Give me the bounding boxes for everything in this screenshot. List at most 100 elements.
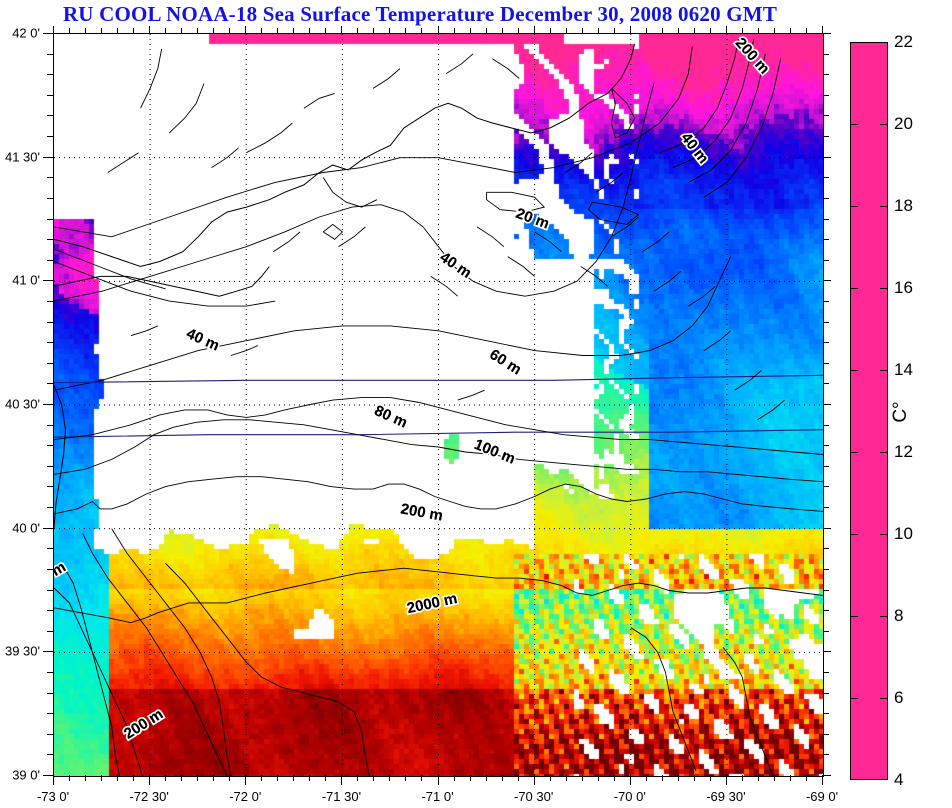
y-minor-tick [47,300,53,302]
colorbar[interactable] [850,42,888,780]
x-minor-tick-top [389,28,391,34]
shelf-texture-line [492,58,520,79]
y-minor-tick-right [823,136,829,138]
svg-text:200 m: 200 m [732,34,773,77]
x-minor-tick [261,775,263,781]
y-minor-tick [47,548,53,550]
y-minor-tick [47,177,53,179]
x-minor-tick-top [85,28,87,34]
isobath-40m-main [54,83,655,302]
colorbar-tick-label: 14 [894,360,913,379]
y-minor-tick-right [823,568,829,570]
svg-text:100 m: 100 m [472,436,518,468]
y-minor-tick [47,568,53,570]
x-minor-tick-top [181,28,183,34]
colorbar-tick [880,616,888,617]
colorbar-tick-label: 12 [894,442,913,461]
x-minor-tick [213,775,215,781]
y-major-tick [43,775,53,776]
y-minor-tick [47,424,53,426]
y-minor-tick-right [823,342,829,344]
y-major-tick-right [823,775,831,776]
colorbar-gradient [851,43,887,779]
x-minor-tick-top [325,28,327,34]
x-minor-tick-top [101,28,103,34]
x-minor-tick [773,775,775,781]
shelf-texture-line [130,325,158,337]
x-minor-tick-top [405,28,407,34]
shelf-texture-line [445,53,474,74]
y-minor-tick-right [823,115,829,117]
shelf-texture-line [507,256,535,277]
x-minor-tick [277,775,279,781]
shelf-texture-line [595,172,624,193]
x-minor-tick-top [213,28,215,34]
x-minor-tick-top [565,28,567,34]
colorbar-unit-label: C° [890,401,911,423]
y-minor-tick [47,362,53,364]
shelf-texture-line [580,266,608,287]
x-minor-tick-top [309,28,311,34]
x-major-tick [149,775,151,785]
y-major-tick [43,527,53,529]
x-major-tick-top [629,26,631,34]
y-minor-tick-right [823,424,829,426]
isobath-2000m [54,567,823,624]
x-major-tick-top [149,26,151,34]
y-axis-label: 41 30' [4,149,40,165]
nav-line-north [54,374,823,384]
isobath-ne-edge-a [659,38,739,154]
isobath-20m [54,46,693,238]
shelf-texture-line [303,92,335,109]
colorbar-tick-label: 8 [894,606,904,625]
y-minor-tick-right [823,321,829,323]
x-minor-tick-top [229,28,231,34]
x-minor-tick [805,775,807,781]
x-minor-tick [389,775,391,781]
y-minor-tick [47,589,53,591]
map-plot-area[interactable]: 200 m 200 m 40 m 40 m 20 m 20 m 40 m 40 m 40 m 40… [53,33,824,777]
y-minor-tick-right [823,754,829,756]
shelf-texture-line [372,68,401,89]
y-minor-tick [47,321,53,323]
y-minor-tick [47,610,53,612]
colorbar-tick [850,124,858,125]
y-minor-tick-right [823,74,829,76]
x-axis-label: -69 30' [706,789,746,804]
svg-text:80 m: 80 m [372,402,410,431]
x-minor-tick-top [789,28,791,34]
x-major-tick-top [533,26,535,34]
x-minor-tick [405,775,407,781]
x-minor-tick [117,775,119,781]
x-minor-tick-top [517,28,519,34]
y-minor-tick [47,342,53,344]
coastline-nantucket [587,201,640,225]
shelf-texture-line [757,399,785,421]
y-minor-tick-right [823,465,829,467]
x-minor-tick-top [677,28,679,34]
y-minor-tick [47,74,53,76]
x-minor-tick [421,775,423,781]
x-minor-tick [133,775,135,781]
bathymetry-contour-label: 80 m80 m [370,400,412,433]
x-minor-tick [661,775,663,781]
x-minor-tick [709,775,711,781]
shelf-texture-line [611,216,639,238]
x-minor-tick-top [501,28,503,34]
x-major-tick-top [53,26,54,34]
x-major-tick [245,775,247,785]
y-minor-tick-right [823,445,829,447]
x-minor-tick [325,775,327,781]
x-minor-tick [453,775,455,781]
x-minor-tick [677,775,679,781]
shelf-texture-line [534,231,562,253]
y-axis-label: 40 0' [12,520,40,536]
x-minor-tick [293,775,295,781]
isobath-deep-left-a [54,587,143,776]
y-minor-tick-right [823,548,829,550]
colorbar-tick [850,534,858,535]
x-major-tick [341,775,343,785]
x-major-tick-top [245,26,247,34]
x-minor-tick [757,775,759,781]
